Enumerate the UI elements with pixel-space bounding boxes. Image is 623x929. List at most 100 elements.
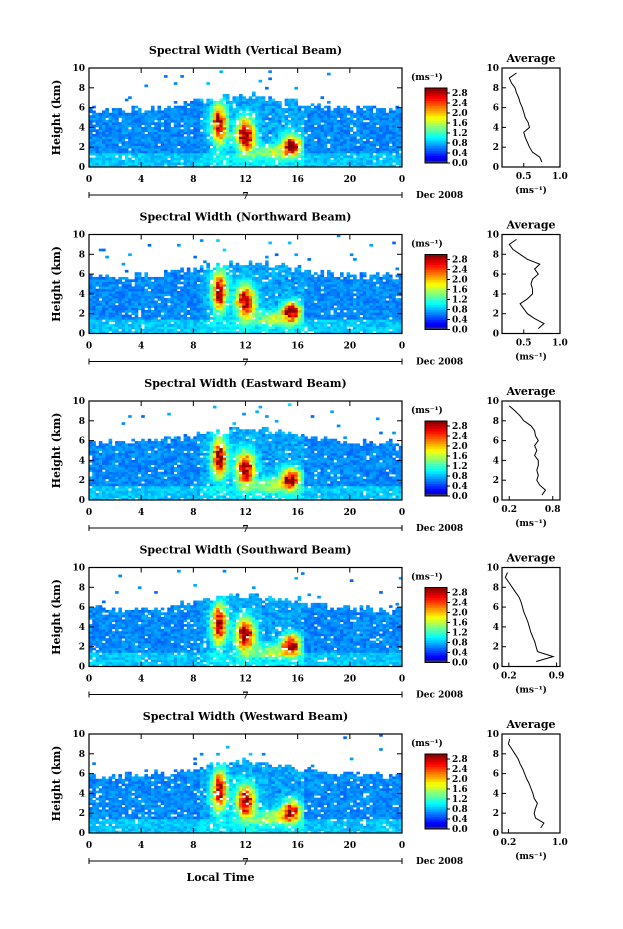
- average-title: Average: [505, 718, 555, 731]
- colorbar-tick-label: 2.0: [452, 775, 468, 785]
- average-x-tick-label: 0.9: [549, 672, 565, 682]
- colorbar-tick-label: 2.0: [452, 276, 468, 286]
- colorbar-segment: [425, 458, 447, 462]
- average-profile-line: [507, 738, 545, 829]
- colorbar-segment: [425, 617, 447, 621]
- average-y-tick-label: 8: [493, 250, 499, 260]
- colorbar-tick-label: 0.8: [452, 472, 468, 482]
- colorbar-segment: [425, 289, 447, 293]
- colorbar-tick-label: 1.2: [452, 462, 468, 472]
- colorbar-segment: [425, 804, 447, 807]
- average-y-tick-label: 6: [493, 770, 499, 780]
- colorbar-segment: [425, 481, 447, 484]
- colorbar-segment: [425, 796, 447, 800]
- colorbar-tick-label: 2.8: [452, 422, 468, 432]
- colorbar-segment: [425, 759, 447, 762]
- average-y-tick-label: 4: [493, 290, 499, 300]
- y-tick-label: 10: [72, 231, 85, 241]
- colorbar-segment: [425, 125, 447, 129]
- panel-title: Spectral Width (Eastward Beam): [144, 377, 346, 390]
- colorbar-tick-label: 1.6: [452, 452, 468, 462]
- colorbar-segment: [425, 466, 447, 469]
- colorbar-segment: [425, 130, 447, 134]
- colorbar-segment: [425, 657, 447, 661]
- colorbar-segment: [425, 284, 447, 288]
- y-axis-label: Height (km): [50, 246, 63, 322]
- colorbar-segment: [425, 88, 447, 91]
- y-tick-label: 6: [79, 104, 85, 114]
- day-label: 7: [242, 359, 248, 369]
- colorbar-segment: [425, 433, 447, 437]
- colorbar-segment: [425, 766, 447, 770]
- average-y-tick-label: 8: [493, 417, 499, 427]
- colorbar-segment: [425, 428, 447, 432]
- colorbar-segment: [425, 319, 447, 323]
- colorbar-segment: [425, 620, 447, 623]
- colorbar-segment: [425, 471, 447, 474]
- y-tick-label: 6: [79, 603, 85, 613]
- y-axis-label: Height (km): [50, 746, 63, 822]
- average-x-tick-label: 0.8: [545, 505, 561, 515]
- y-tick-label: 8: [79, 750, 85, 760]
- colorbar-segment: [425, 431, 447, 434]
- colorbar-unit: (ms⁻¹): [411, 239, 443, 250]
- y-tick-label: 6: [79, 437, 85, 447]
- x-tick-label: 16: [291, 342, 304, 352]
- colorbar-tick-label: 0.8: [452, 139, 468, 149]
- average-frame: [501, 733, 561, 834]
- x-tick-label: 8: [190, 675, 196, 685]
- y-tick-label: 2: [79, 476, 85, 486]
- x-tick-label: 0: [399, 508, 405, 518]
- average-y-tick-label: 10: [486, 397, 499, 407]
- colorbar-segment: [425, 327, 447, 330]
- y-tick-label: 4: [79, 789, 85, 799]
- panel-4: Spectral Width (Westward Beam) 0 2 4 6 8 10 0 4 8…: [50, 710, 568, 868]
- y-tick-label: 8: [79, 417, 85, 427]
- average-profile-line: [504, 572, 555, 662]
- colorbar-segment: [425, 272, 447, 275]
- x-tick-label: 0: [86, 342, 92, 352]
- colorbar-segment: [425, 90, 447, 94]
- colorbar-segment: [425, 93, 447, 96]
- colorbar-segment: [425, 98, 447, 101]
- x-tick-label: 16: [291, 841, 304, 851]
- average-y-tick-label: 2: [493, 809, 499, 819]
- date-label: Dec 2008: [416, 857, 463, 867]
- colorbar-segment: [425, 650, 447, 653]
- colorbar-tick-label: 1.6: [452, 619, 468, 629]
- y-tick-label: 10: [72, 64, 85, 74]
- x-tick-label: 20: [344, 175, 357, 185]
- date-label: Dec 2008: [416, 524, 463, 534]
- x-tick-label: 0: [399, 342, 405, 352]
- colorbar-segment: [425, 307, 447, 310]
- x-tick-label: 0: [399, 841, 405, 851]
- average-x-tick-label: 0.5: [516, 339, 532, 349]
- colorbar-segment: [425, 259, 447, 263]
- colorbar-tick-label: 0.0: [452, 159, 468, 169]
- colorbar-tick-label: 1.2: [452, 129, 468, 139]
- average-y-tick-label: 2: [493, 643, 499, 653]
- y-tick-label: 2: [79, 643, 85, 653]
- y-tick-label: 8: [79, 250, 85, 260]
- average-unit: (ms⁻¹): [515, 518, 547, 529]
- colorbar-segment: [425, 799, 447, 802]
- colorbar-segment: [425, 468, 447, 472]
- average-profile-line: [508, 72, 543, 163]
- colorbar-segment: [425, 478, 447, 482]
- x-tick-label: 12: [239, 175, 252, 185]
- average-frame: [501, 566, 561, 668]
- colorbar-segment: [425, 155, 447, 159]
- colorbar-segment: [425, 322, 447, 325]
- y-axis-label: Height (km): [50, 413, 63, 489]
- colorbar-segment: [425, 647, 447, 651]
- y-tick-label: 4: [79, 290, 85, 300]
- colorbar-segment: [425, 642, 447, 646]
- average-y-tick-label: 10: [486, 231, 499, 241]
- colorbar-tick-label: 1.6: [452, 119, 468, 129]
- colorbar-segment: [425, 826, 447, 830]
- heatmap-cells: [89, 234, 403, 334]
- average-y-tick-label: 4: [493, 789, 499, 799]
- colorbar-segment: [425, 262, 447, 265]
